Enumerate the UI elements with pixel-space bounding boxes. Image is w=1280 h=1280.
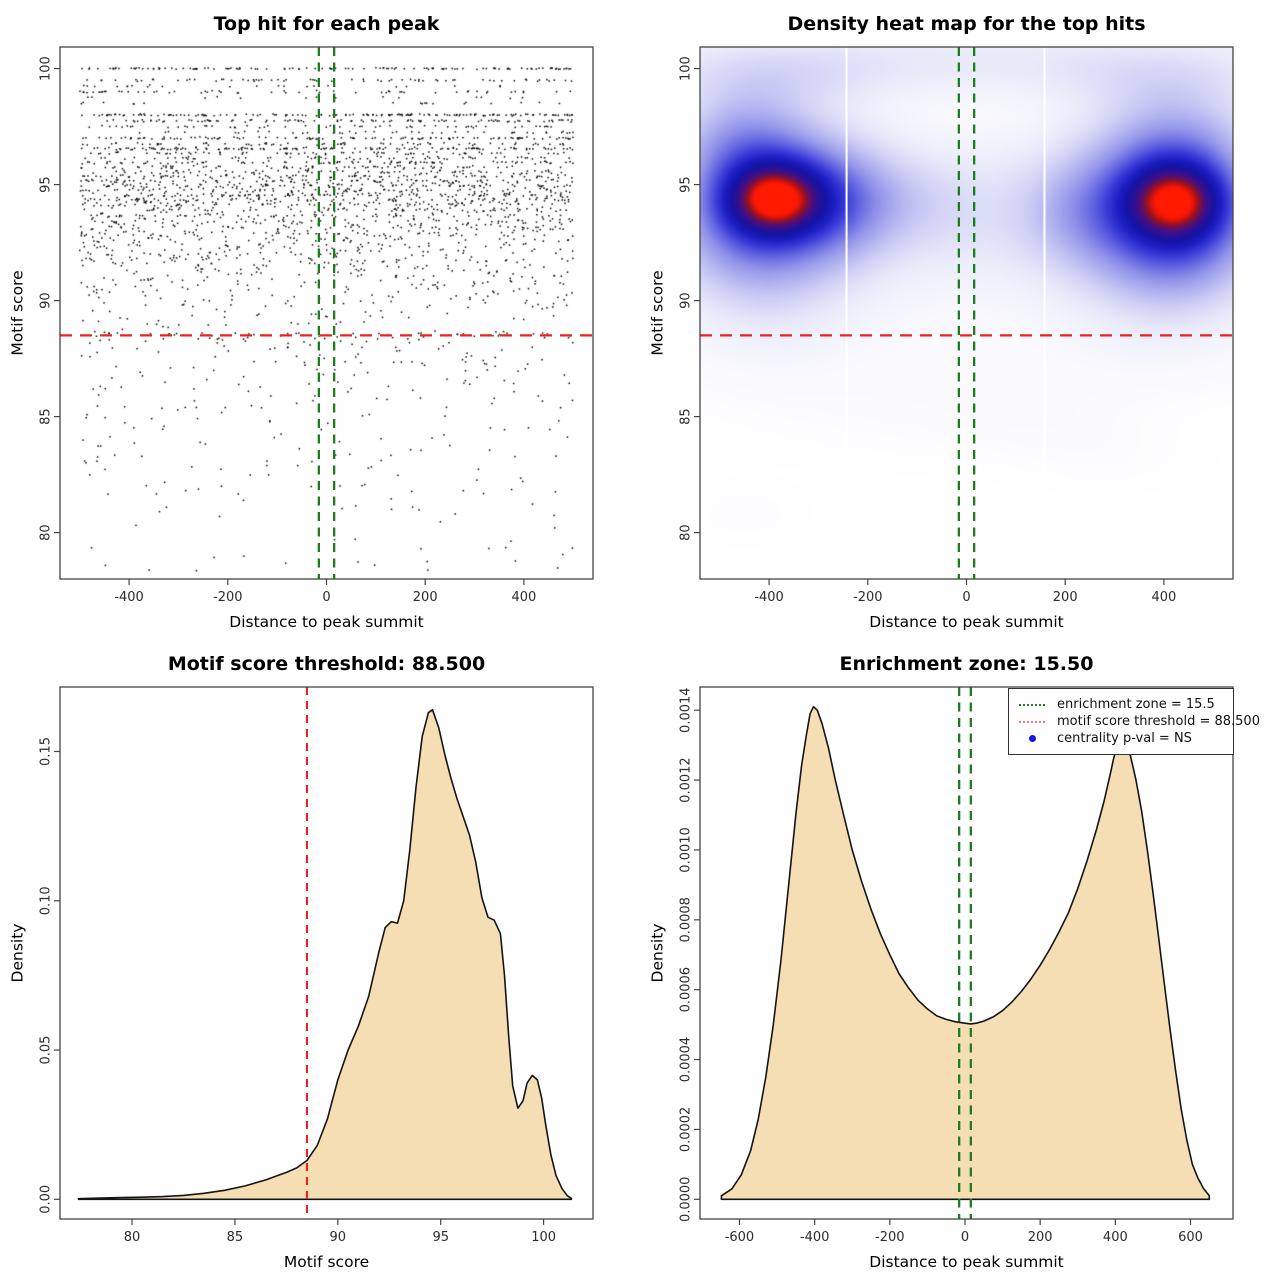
panel-title-enrichment-zone: Enrichment zone: 15.50 [839, 653, 1094, 675]
y-tick-label: 0.0010 [679, 827, 694, 873]
y-tick-label: 0.0006 [679, 967, 694, 1013]
legend-item-centrality-pval: centrality p-val = NS [1019, 730, 1225, 747]
y-tick-label: 0.0012 [679, 757, 694, 803]
x-tick-label: 95 [432, 1230, 449, 1245]
x-tick-label: 400 [1151, 590, 1176, 605]
centrality-pval-dot-swatch [1028, 735, 1036, 742]
x-tick-label: -200 [213, 590, 243, 605]
y-tick-label: 0.0000 [679, 1177, 694, 1223]
plot-border [59, 46, 594, 580]
panel-title-score-threshold: Motif score threshold: 88.500 [167, 653, 486, 675]
motif-score-density-curve [77, 708, 573, 1201]
x-tick-label: 600 [1178, 1230, 1203, 1245]
x-tick-label: -600 [725, 1230, 755, 1245]
panel-title-heatmap: Density heat map for the top hits [787, 13, 1146, 35]
y-tick-label: 95 [679, 176, 694, 193]
y-tick-label: 0.00 [39, 1185, 54, 1214]
plot-border [699, 46, 1234, 580]
panel-title-top-hit: Top hit for each peak [213, 13, 440, 35]
x-axis-label: Motif score [284, 1253, 369, 1271]
score-threshold-line-swatch [1019, 720, 1045, 723]
legend-label-score-threshold: motif score threshold = 88.500 [1057, 714, 1260, 729]
scatter-axes-svg: -400 -200 0 200 400 80 85 90 95 100 Distance to pe… [8, 46, 594, 631]
legend-item-enrichment-zone: enrichment zone = 15.5 [1019, 696, 1225, 713]
y-tick-label: 0.0008 [679, 897, 694, 943]
x-tick-label: -400 [754, 590, 784, 605]
y-tick-label: 0.0002 [679, 1107, 694, 1153]
y-tick-label: 0.05 [39, 1036, 54, 1065]
x-tick-label: -200 [875, 1230, 905, 1245]
y-tick-label: 0.0004 [679, 1037, 694, 1083]
x-axis-label: Distance to peak summit [229, 613, 423, 631]
x-tick-label: 80 [124, 1230, 141, 1245]
enrichment-zone-line-swatch [1019, 703, 1045, 706]
x-axis-label: Distance to peak summit [869, 1253, 1063, 1271]
panel-density-heatmap: Density heat map for the top hits -400 -2… [640, 0, 1280, 640]
x-tick-label: -200 [853, 590, 883, 605]
y-tick-label: 0.10 [39, 886, 54, 915]
x-tick-label: -400 [114, 590, 144, 605]
legend: enrichment zone = 15.5 motif score thres… [1008, 688, 1260, 755]
y-tick-label: 80 [39, 524, 54, 541]
y-axis-label: Density [648, 924, 666, 983]
distance-density-curve [720, 705, 1211, 1201]
x-tick-label: 200 [413, 590, 438, 605]
y-tick-label: 85 [679, 408, 694, 425]
x-tick-label: 200 [1028, 1230, 1053, 1245]
y-axis-label: Motif score [648, 270, 666, 355]
y-tick-label: 100 [39, 56, 54, 81]
panel-distance-density: Enrichment zone: 15.50 -600 -400 -200 0 200 4… [640, 640, 1280, 1280]
legend-item-score-threshold: motif score threshold = 88.500 [1019, 713, 1260, 730]
plot-border [699, 686, 1234, 1220]
distance-density-svg: -600 -400 -200 0 200 400 600 0.0000 0.0002 0.0004… [648, 686, 1234, 1271]
plot-border [59, 686, 594, 1220]
y-axis-label: Motif score [8, 270, 26, 355]
y-tick-label: 85 [39, 408, 54, 425]
panel-top-hit-scatter: Top hit for each peak -400 -200 0 200 400 80 8… [0, 0, 640, 640]
x-tick-label: 0 [961, 1230, 969, 1245]
y-tick-label: 90 [39, 292, 54, 309]
x-tick-label: 100 [531, 1230, 556, 1245]
panel-motif-score-density: Motif score threshold: 88.500 80 85 90 95 10… [0, 640, 640, 1280]
x-axis-label: Distance to peak summit [869, 613, 1063, 631]
x-tick-label: 85 [227, 1230, 244, 1245]
y-tick-label: 100 [679, 56, 694, 81]
heatmap-canvas [700, 47, 1233, 579]
x-tick-label: 90 [330, 1230, 347, 1245]
y-tick-label: 0.15 [39, 737, 54, 766]
x-tick-label: -400 [800, 1230, 830, 1245]
legend-label-enrichment-zone: enrichment zone = 15.5 [1057, 697, 1215, 712]
heatmap-axes-svg: -400 -200 0 200 400 80 85 90 95 100 Distance to pe… [648, 46, 1234, 631]
scatter-points-canvas [60, 47, 593, 579]
y-tick-label: 80 [679, 524, 694, 541]
y-tick-label: 0.0014 [679, 687, 694, 733]
x-tick-label: 0 [962, 590, 970, 605]
x-tick-label: 0 [322, 590, 330, 605]
score-density-svg: 80 85 90 95 100 0.00 0.05 0.10 0.15 Motif score De… [8, 686, 594, 1271]
x-tick-label: 400 [511, 590, 536, 605]
y-axis-label: Density [8, 924, 26, 983]
x-tick-label: 200 [1053, 590, 1078, 605]
x-tick-label: 400 [1103, 1230, 1128, 1245]
y-tick-label: 90 [679, 292, 694, 309]
legend-label-centrality-pval: centrality p-val = NS [1057, 731, 1192, 746]
y-tick-label: 95 [39, 176, 54, 193]
